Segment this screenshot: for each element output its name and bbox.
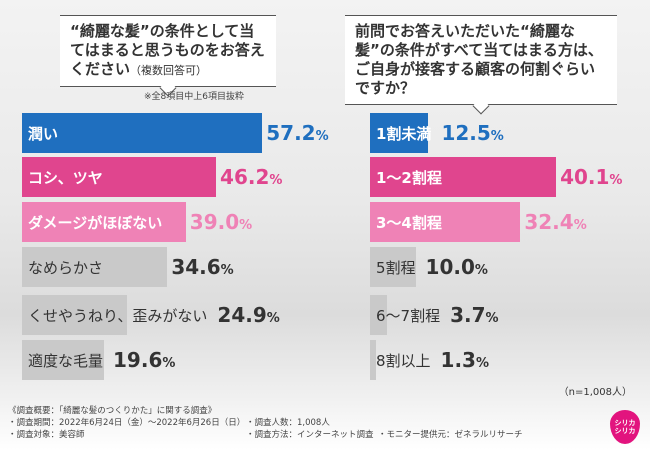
sample-size: （n=1,008人） xyxy=(558,387,632,398)
survey-method: ・調査方法：インターネット調査 xyxy=(246,430,374,440)
category-label: 8割以上 xyxy=(376,351,431,370)
category-label: なめらかさ xyxy=(28,258,104,277)
bar: 6〜7割程 xyxy=(370,295,440,335)
value-label: 32.4% xyxy=(524,210,587,234)
survey-target: ・調査対象：美容師 xyxy=(8,430,85,440)
category-label: 潤い xyxy=(28,124,59,143)
bar: 潤い xyxy=(22,113,263,153)
survey-people: ・調査人数：1,008人 xyxy=(246,418,330,428)
bar: コシ、ツヤ xyxy=(22,157,217,197)
category-label: 3〜4割程 xyxy=(376,213,442,232)
down-arrow-icon xyxy=(472,97,490,115)
bar: くせやうねり、歪みがない xyxy=(22,295,207,335)
question-1-box: “綺麗な髪”の条件として当てはまると思うものをお答えください（複数回答可） xyxy=(60,15,276,97)
category-label: ダメージがほぼない xyxy=(28,213,163,232)
bar: 1〜2割程 xyxy=(370,157,557,197)
value-label: 39.0% xyxy=(189,210,253,234)
bar: なめらかさ xyxy=(22,247,168,287)
value-label: 24.9% xyxy=(217,303,280,327)
value-label: 1.3% xyxy=(440,348,490,372)
survey-period: ・調査期間：2022年6月24日（金）〜2022年6月26日（日） xyxy=(8,418,246,428)
value-label: 10.0% xyxy=(425,255,488,279)
bar: 適度な毛量 xyxy=(22,340,105,380)
value-label: 3.7% xyxy=(450,303,499,327)
bar: 1割未満 xyxy=(370,113,432,153)
category-label: くせやうねり、歪みがない xyxy=(28,306,208,325)
value-label: 34.6% xyxy=(171,255,234,279)
question-2-box: 前問でお答えいただいた“綺麗な髪”の条件がすべて当てはまる方は、ご自身が接客する… xyxy=(345,15,617,115)
category-label: 適度な毛量 xyxy=(28,351,104,370)
bar: 8割以上 xyxy=(370,340,431,380)
category-label: 1〜2割程 xyxy=(376,168,442,187)
survey-summary: 《調査概要：「綺麗な髪のつくりかた」に関する調査》 xyxy=(8,406,217,416)
question-1-title: “綺麗な髪”の条件として当てはまると思うものをお答えください xyxy=(70,22,265,78)
value-label: 40.1% xyxy=(560,165,623,189)
bar: 5割程 xyxy=(370,247,417,287)
category-label: 1割未満 xyxy=(376,124,432,143)
question-1-note: （複数回答可） xyxy=(130,64,208,77)
survey-monitor: ・モニター提供元：ゼネラルリサーチ xyxy=(378,430,523,440)
category-label: 5割程 xyxy=(376,258,416,277)
category-label: コシ、ツヤ xyxy=(28,168,103,187)
bar: ダメージがほぼない xyxy=(22,202,186,242)
question-2-title: 前問でお答えいただいた“綺麗な髪”の条件がすべて当てはまる方は、ご自身が接客する… xyxy=(355,22,603,97)
bar: 3〜4割程 xyxy=(370,202,521,242)
value-label: 46.2% xyxy=(220,165,283,189)
value-label: 57.2% xyxy=(266,121,329,145)
logo: シリカ シリカ xyxy=(610,410,640,444)
value-label: 19.6% xyxy=(113,348,176,372)
category-label: 6〜7割程 xyxy=(376,306,441,325)
value-label: 12.5% xyxy=(441,121,504,145)
subnote: ※全8項目中上6項目抜粋 xyxy=(144,92,244,102)
